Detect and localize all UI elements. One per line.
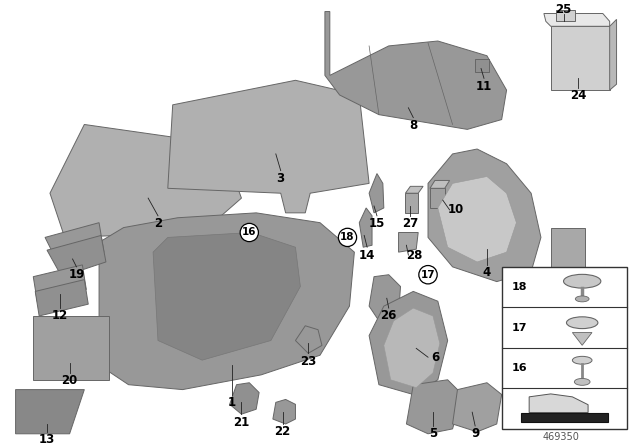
Polygon shape bbox=[405, 193, 418, 213]
Text: 16: 16 bbox=[242, 228, 257, 237]
Polygon shape bbox=[430, 188, 445, 208]
Text: 11: 11 bbox=[476, 80, 492, 93]
Text: 3: 3 bbox=[276, 172, 285, 185]
Text: 23: 23 bbox=[300, 355, 316, 368]
Polygon shape bbox=[168, 80, 369, 213]
Polygon shape bbox=[369, 275, 401, 321]
Text: 21: 21 bbox=[234, 415, 250, 428]
Polygon shape bbox=[572, 332, 592, 345]
Polygon shape bbox=[99, 213, 355, 390]
Polygon shape bbox=[399, 233, 418, 252]
Polygon shape bbox=[35, 280, 88, 316]
Polygon shape bbox=[551, 228, 585, 311]
Text: 18: 18 bbox=[340, 233, 355, 242]
Text: 24: 24 bbox=[570, 90, 586, 103]
Text: 6: 6 bbox=[432, 351, 440, 364]
Text: 13: 13 bbox=[39, 433, 55, 446]
Polygon shape bbox=[529, 394, 588, 413]
Polygon shape bbox=[45, 223, 104, 267]
Text: 17: 17 bbox=[511, 323, 527, 332]
Text: 22: 22 bbox=[275, 425, 291, 438]
Bar bbox=[502, 267, 627, 429]
Text: 9: 9 bbox=[471, 427, 479, 440]
Text: 18: 18 bbox=[511, 282, 527, 292]
Ellipse shape bbox=[572, 356, 592, 364]
Text: 2: 2 bbox=[154, 217, 162, 230]
Ellipse shape bbox=[564, 274, 601, 288]
Polygon shape bbox=[428, 149, 541, 282]
Polygon shape bbox=[296, 326, 322, 353]
Text: 8: 8 bbox=[409, 119, 417, 132]
Polygon shape bbox=[273, 400, 296, 424]
Polygon shape bbox=[551, 26, 610, 90]
Text: 469350: 469350 bbox=[542, 432, 579, 442]
Polygon shape bbox=[369, 173, 384, 213]
Polygon shape bbox=[544, 13, 610, 26]
Text: 10: 10 bbox=[447, 203, 463, 216]
Polygon shape bbox=[556, 9, 575, 22]
Text: 20: 20 bbox=[61, 374, 77, 387]
Text: 26: 26 bbox=[381, 310, 397, 323]
Text: 28: 28 bbox=[406, 249, 422, 262]
Polygon shape bbox=[50, 125, 241, 237]
Polygon shape bbox=[33, 265, 86, 301]
Polygon shape bbox=[369, 291, 447, 395]
Polygon shape bbox=[47, 236, 106, 277]
Text: 16: 16 bbox=[511, 363, 527, 373]
Polygon shape bbox=[430, 181, 450, 188]
Polygon shape bbox=[33, 316, 109, 380]
Ellipse shape bbox=[575, 296, 589, 302]
Polygon shape bbox=[610, 19, 616, 90]
Ellipse shape bbox=[574, 379, 590, 385]
Polygon shape bbox=[325, 12, 507, 129]
Polygon shape bbox=[475, 59, 489, 73]
Polygon shape bbox=[405, 186, 423, 193]
Text: 7: 7 bbox=[563, 306, 572, 319]
Text: 5: 5 bbox=[429, 427, 437, 440]
Text: 17: 17 bbox=[420, 270, 435, 280]
Polygon shape bbox=[153, 233, 300, 360]
Text: 14: 14 bbox=[359, 249, 375, 262]
Text: 12: 12 bbox=[52, 310, 68, 323]
Polygon shape bbox=[15, 390, 84, 434]
Text: 25: 25 bbox=[556, 3, 572, 16]
Text: 15: 15 bbox=[369, 217, 385, 230]
Polygon shape bbox=[384, 308, 440, 388]
Text: 4: 4 bbox=[483, 266, 491, 279]
Polygon shape bbox=[438, 177, 516, 262]
Polygon shape bbox=[452, 383, 502, 432]
Polygon shape bbox=[230, 383, 259, 414]
Ellipse shape bbox=[566, 317, 598, 328]
Text: 1: 1 bbox=[228, 396, 236, 409]
Bar bbox=[522, 413, 608, 422]
Polygon shape bbox=[359, 208, 372, 247]
Text: 19: 19 bbox=[68, 268, 84, 281]
Text: 27: 27 bbox=[402, 217, 419, 230]
Polygon shape bbox=[406, 380, 462, 434]
